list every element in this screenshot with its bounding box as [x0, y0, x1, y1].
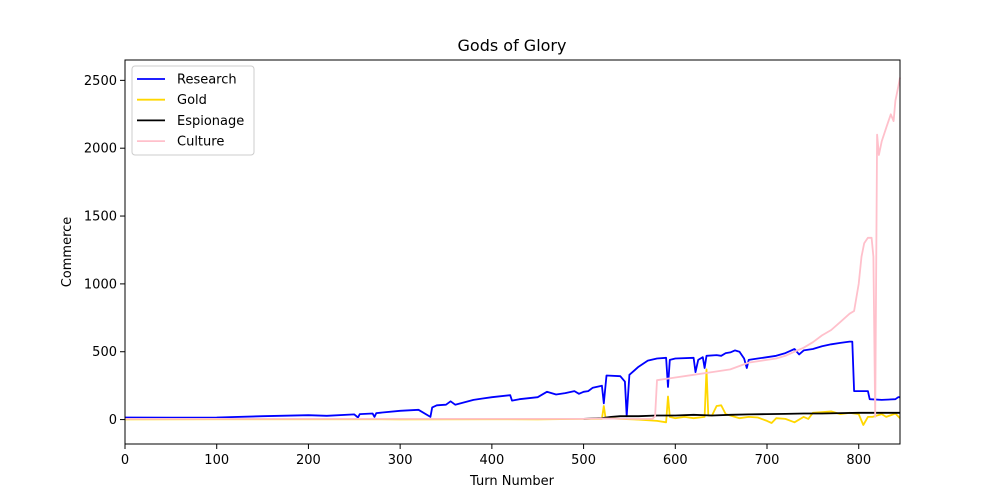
x-tick-label: 0: [121, 453, 129, 468]
x-tick-label: 500: [571, 453, 596, 468]
y-axis-title: Commerce: [60, 217, 75, 288]
y-tick-label: 500: [92, 345, 117, 360]
x-tick-label: 700: [755, 453, 780, 468]
x-tick-label: 600: [663, 453, 688, 468]
series-layer: [124, 77, 901, 426]
x-tick-label: 400: [479, 453, 504, 468]
x-tick-label: 200: [296, 453, 321, 468]
x-tick-label: 100: [204, 453, 229, 468]
series-line-espionage: [583, 411, 900, 420]
x-tick-label: 300: [388, 453, 413, 468]
y-tick-label: 1500: [84, 210, 117, 225]
chart-title: Gods of Glory: [458, 36, 567, 55]
legend-label-gold: Gold: [177, 93, 207, 108]
x-axis-title: Turn Number: [469, 474, 555, 489]
y-tick-label: 2000: [84, 142, 117, 157]
y-tick-label: 0: [109, 413, 117, 428]
x-axis: 0 100 200 300 400 500 600 700 800: [121, 444, 871, 468]
y-tick-label: 1000: [84, 277, 117, 292]
legend: Research Gold Espionage Culture: [131, 65, 255, 156]
x-tick-label: 800: [846, 453, 871, 468]
series-line-research: [124, 340, 900, 419]
series-line-culture: [125, 77, 901, 420]
legend-box: [131, 65, 255, 156]
y-tick-label: 2500: [84, 74, 117, 89]
legend-label-culture: Culture: [177, 135, 224, 150]
y-axis: 0 500 1000 1500 2000 2500: [84, 74, 125, 428]
plot-frame: [124, 59, 901, 445]
legend-label-espionage: Espionage: [177, 114, 244, 129]
legend-label-research: Research: [177, 73, 237, 88]
